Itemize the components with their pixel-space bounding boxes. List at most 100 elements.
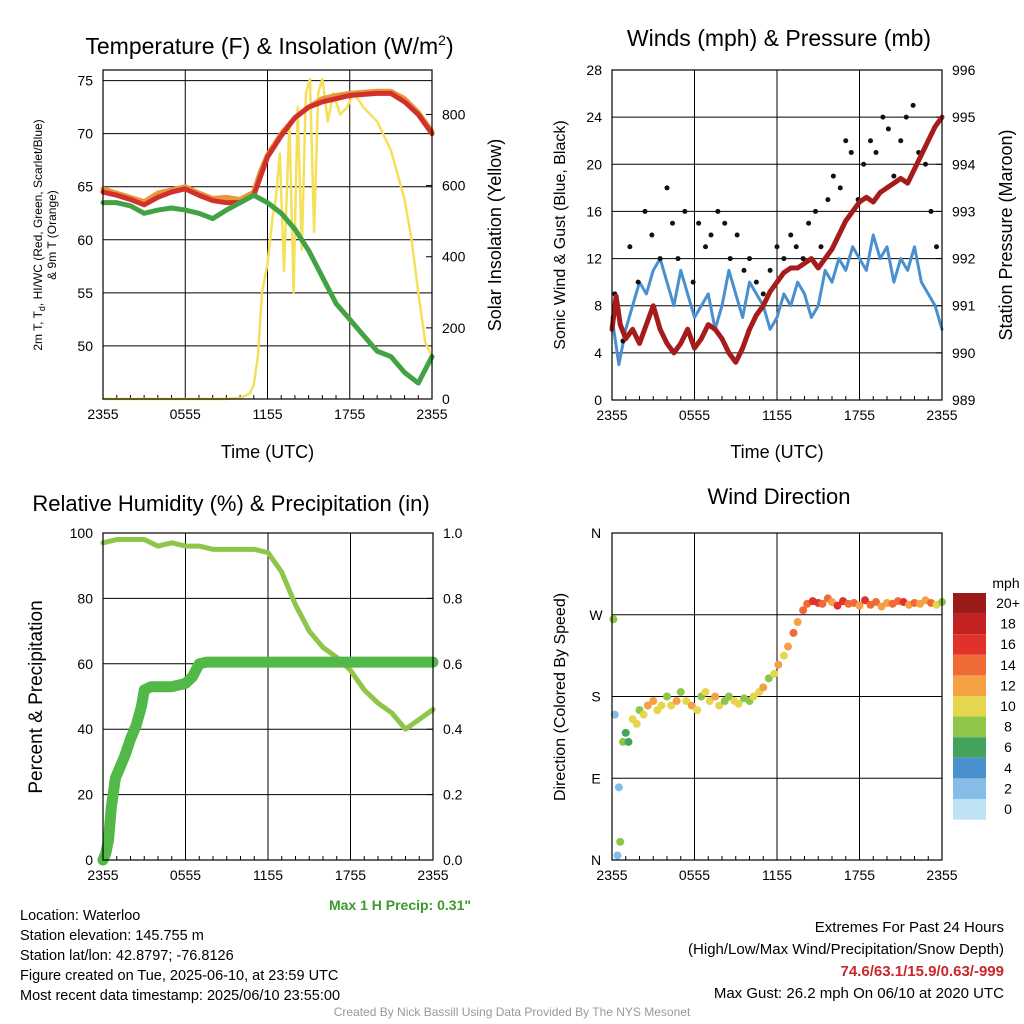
- winds-gust-point: [781, 256, 787, 262]
- max-precip-label: Max 1 H Precip: 0.31": [329, 897, 471, 913]
- wdir-point: [616, 837, 625, 846]
- temp-ytick-label: 50: [77, 338, 93, 354]
- wdir-legend-swatch: [953, 737, 986, 758]
- winds-gust-point: [837, 185, 843, 191]
- winds-ytick-right-label: 990: [952, 345, 976, 361]
- wdir-point: [701, 687, 710, 696]
- wdir-point: [818, 599, 827, 608]
- winds-gust-point: [830, 173, 836, 179]
- wdir-legend-label: 4: [1004, 760, 1012, 776]
- temp-ylabel-right: Solar Insolation (Yellow): [485, 139, 505, 331]
- rh-ytick-right-label: 0.8: [443, 590, 463, 606]
- wdir-point: [667, 701, 676, 710]
- wdir-legend-swatch: [953, 778, 986, 799]
- winds-xtick-label: 0555: [679, 407, 710, 423]
- wdir-point: [724, 692, 733, 701]
- wdir-point: [663, 692, 671, 701]
- winds-gust-point: [880, 114, 886, 120]
- winds-gust-point: [813, 208, 818, 214]
- winds-frame: [611, 69, 943, 401]
- winds-pressure-line: [609, 114, 945, 365]
- wdir-legend-label: 8: [1004, 719, 1012, 735]
- rh-ytick-label: 100: [70, 525, 94, 541]
- rh-ytick-label: 60: [77, 656, 93, 672]
- winds-gust-point: [675, 256, 681, 262]
- temp-ylabel-part: , HI/WC (Red, Green, Scarlet/Blue): [31, 119, 45, 306]
- winds-gust-point: [649, 232, 655, 238]
- winds-gust-point: [861, 161, 867, 167]
- rh-precip-line: [97, 656, 439, 866]
- wdir-point: [682, 697, 691, 706]
- wdir-point: [855, 601, 864, 610]
- winds-gust-point: [664, 185, 670, 191]
- winds-chart-title: Winds (mph) & Pressure (mb): [627, 25, 931, 51]
- rh-xtick-label: 1755: [335, 867, 366, 883]
- temp-xtick-label: 1755: [334, 406, 365, 422]
- winds-gust-point: [788, 232, 794, 238]
- winds-gust-point: [696, 220, 702, 226]
- winds-gust-point: [715, 208, 721, 214]
- winds-gust-point: [670, 220, 675, 226]
- info-location: Location: Waterloo: [20, 908, 141, 924]
- winds-ytick-label: 16: [586, 203, 602, 219]
- extremes-panel: Extremes For Past 24 Hours (High/Low/Max…: [688, 917, 1004, 1005]
- winds-gust-point: [627, 244, 633, 250]
- wdir-legend-swatch: [953, 757, 986, 779]
- wdir-point: [789, 628, 798, 637]
- info-elevation: Station elevation: 145.755 m: [20, 928, 204, 944]
- wdir-ytick-label: E: [591, 770, 600, 786]
- wdir-point: [861, 596, 869, 605]
- winds-ytick-right-label: 993: [952, 203, 976, 219]
- station-info: Location: Waterloo Station elevation: 14…: [20, 906, 340, 1006]
- winds-ytick-label: 8: [594, 298, 602, 314]
- temp-xtick-label: 0555: [170, 406, 201, 422]
- winds-gust-point: [722, 220, 728, 226]
- winds-gust-point: [793, 244, 799, 250]
- winds-gust-point: [760, 291, 766, 297]
- winds-gust-point: [753, 279, 759, 285]
- wdir-legend-label: 20+: [996, 595, 1020, 611]
- rh-ytick-right-label: 0.4: [443, 721, 463, 737]
- winds-gust-point: [910, 102, 916, 108]
- winds-gust-point: [727, 256, 733, 262]
- rh-xtick-label: 0555: [170, 867, 201, 883]
- wdir-legend-swatch: [953, 799, 986, 820]
- temp-ylabel: 2m T, Td, HI/WC (Red, Green, Scarlet/Blu…: [31, 119, 59, 350]
- temp-frame: [102, 69, 433, 400]
- wdir-point: [770, 669, 779, 678]
- wdir-point: [693, 706, 702, 715]
- wdir-point: [833, 601, 842, 610]
- winds-gust-point: [690, 279, 696, 285]
- winds-ytick-label: 0: [594, 392, 602, 408]
- winds-gust-point: [934, 244, 939, 250]
- rh-ytick-label: 20: [77, 787, 93, 803]
- wdir-xtick-label: 0555: [679, 867, 710, 883]
- wdir-point: [624, 737, 633, 746]
- wdir-point: [774, 660, 783, 669]
- winds-gust-point: [898, 138, 904, 144]
- wdir-xtick-label: 1155: [762, 867, 792, 883]
- temp-xtick-label: 1155: [252, 406, 282, 422]
- wdir-legend-title: mph: [992, 575, 1019, 591]
- temp-series-line-2: [100, 192, 435, 386]
- wdir-legend-swatch: [953, 634, 986, 655]
- wdir-point: [632, 719, 641, 728]
- rh-ytick-label: 40: [77, 721, 93, 737]
- temp-series-line-3: [101, 77, 434, 401]
- winds-gust-point: [747, 256, 752, 262]
- rh-xtick-label: 2355: [87, 867, 118, 883]
- winds-gust-point: [806, 220, 812, 226]
- wdir-xtick-label: 2355: [926, 867, 957, 883]
- wdir-chart-title: Wind Direction: [707, 484, 850, 509]
- winds-gust-point: [741, 267, 747, 273]
- credit-line: Created By Nick Bassill Using Data Provi…: [333, 1005, 691, 1019]
- wdir-legend-label: 2: [1004, 780, 1012, 796]
- rh-ytick-right-label: 0.0: [443, 852, 463, 868]
- extremes-subtitle: (High/Low/Max Wind/Precipitation/Snow De…: [688, 941, 1004, 958]
- winds-xtick-label: 1155: [762, 407, 792, 423]
- wdir-legend-swatch: [953, 696, 986, 717]
- winds-gust-point: [848, 150, 854, 155]
- wdir-point: [619, 737, 627, 746]
- winds-ytick-right-label: 989: [952, 392, 976, 408]
- winds-gust-point: [774, 244, 780, 250]
